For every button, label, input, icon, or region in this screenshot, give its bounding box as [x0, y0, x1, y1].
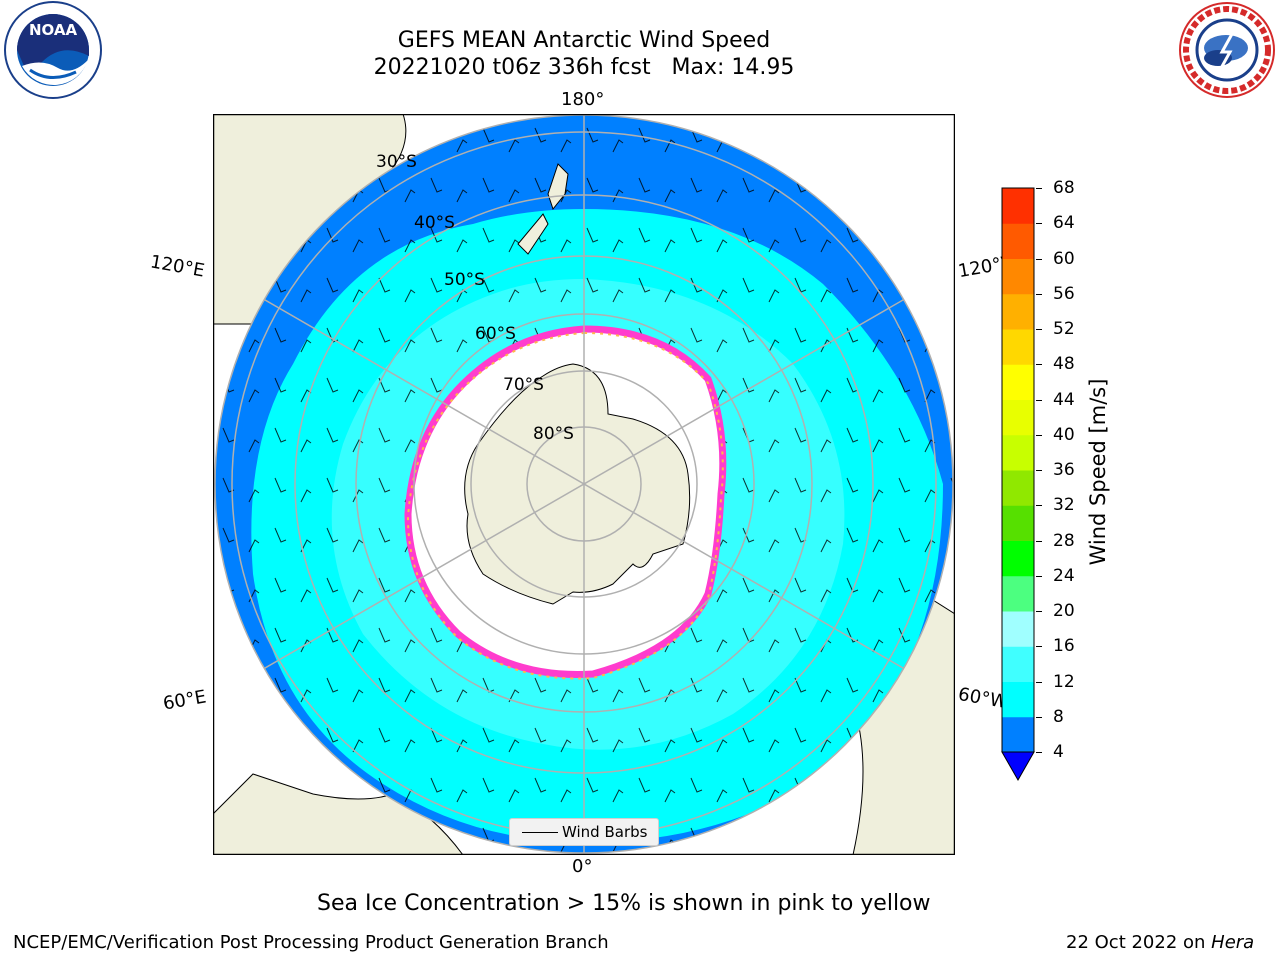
- colorbar-tick-label: 40: [1053, 424, 1075, 445]
- wind-barb-line-icon: [522, 832, 558, 833]
- colorbar-tick-label: 20: [1053, 601, 1075, 621]
- legend-label: Wind Barbs: [562, 823, 648, 841]
- nws-logo-icon: [1179, 2, 1275, 98]
- colorbar-segment: [1002, 434, 1034, 471]
- footer-host: Hera: [1211, 932, 1255, 953]
- lat-label-80s: 80°S: [533, 424, 574, 444]
- colorbar-tick-mark: [1036, 716, 1042, 718]
- lat-label-40s: 40°S: [414, 213, 455, 233]
- antarctic-map: [213, 114, 955, 855]
- colorbar-tick-label: 60: [1053, 248, 1075, 269]
- chart-title: GEFS MEAN Antarctic Wind Speed: [397, 28, 771, 53]
- colorbar-tick-mark: [1036, 293, 1042, 295]
- lon-label-60e: 60°E: [161, 686, 208, 715]
- colorbar-tick-label: 52: [1053, 319, 1075, 339]
- colorbar-tick-mark: [1036, 223, 1042, 225]
- colorbar-segment: [1002, 681, 1034, 718]
- colorbar-tick-label: 28: [1053, 530, 1075, 551]
- colorbar-tick-label: 4: [1053, 742, 1064, 762]
- noaa-logo-text: NOAA: [29, 21, 78, 39]
- colorbar-segment: [1002, 223, 1034, 259]
- lon-label-0: 0°: [572, 856, 593, 877]
- colorbar-tick-mark: [1036, 611, 1042, 612]
- colorbar-tick-mark: [1036, 681, 1042, 683]
- chart-subtitle: 20221020 t06z 336h fcst Max: 14.95: [373, 55, 795, 80]
- colorbar-tick-mark: [1036, 540, 1042, 542]
- sea-ice-caption: Sea Ice Concentration > 15% is shown in …: [317, 891, 931, 916]
- colorbar-tick-label: 64: [1053, 213, 1075, 234]
- colorbar-segment: [1002, 293, 1034, 330]
- colorbar-tick-label: 8: [1053, 706, 1064, 727]
- colorbar-tick-mark: [1036, 434, 1042, 436]
- colorbar-segment: [1002, 505, 1034, 541]
- footer-branch: NCEP/EMC/Verification Post Processing Pr…: [13, 932, 609, 953]
- colorbar-segment: [1002, 258, 1034, 295]
- colorbar-tick-mark: [1036, 364, 1042, 366]
- map-legend: Wind Barbs: [509, 818, 659, 846]
- colorbar-tick-mark: [1036, 505, 1042, 507]
- colorbar-tick-mark: [1036, 752, 1042, 753]
- colorbar-tick-mark: [1036, 188, 1042, 189]
- lon-label-120e: 120°E: [148, 251, 207, 282]
- colorbar-label: Wind Speed [m/s]: [1086, 378, 1110, 566]
- colorbar-tick-label: 68: [1053, 178, 1075, 198]
- colorbar-segment: [1002, 470, 1034, 506]
- colorbar-tick-label: 44: [1053, 389, 1075, 410]
- colorbar-tick-mark: [1036, 470, 1042, 471]
- colorbar-tick-label: 32: [1053, 495, 1075, 516]
- colorbar-tick-mark: [1036, 329, 1042, 330]
- lon-label-180: 180°: [561, 89, 605, 110]
- colorbar-segment: [1002, 611, 1034, 647]
- noaa-logo-icon: NOAA: [4, 1, 102, 99]
- colorbar-segment: [1002, 646, 1034, 682]
- colorbar-tick-label: 48: [1053, 354, 1075, 375]
- colorbar-segment: [1002, 575, 1034, 612]
- colorbar-tick-mark: [1036, 575, 1042, 577]
- colorbar-tick-label: 16: [1053, 636, 1075, 657]
- colorbar-under-triangle: [1001, 751, 1035, 782]
- lat-label-50s: 50°S: [444, 270, 485, 290]
- colorbar: [1001, 187, 1035, 782]
- colorbar-segment: [1002, 329, 1034, 365]
- colorbar-tick-label: 56: [1053, 283, 1075, 304]
- colorbar-segment: [1002, 716, 1034, 753]
- colorbar-tick-label: 24: [1053, 565, 1075, 586]
- colorbar-segment: [1002, 540, 1034, 577]
- colorbar-segment: [1002, 364, 1034, 400]
- colorbar-tick-label: 12: [1053, 671, 1075, 692]
- colorbar-segment: [1002, 399, 1034, 436]
- colorbar-segment: [1002, 188, 1034, 224]
- footer-date-text: 22 Oct 2022 on: [1066, 932, 1206, 953]
- lat-label-60s: 60°S: [475, 324, 516, 344]
- lat-label-70s: 70°S: [503, 375, 544, 395]
- footer-date: 22 Oct 2022 on Hera: [1066, 932, 1254, 953]
- colorbar-tick-label: 36: [1053, 460, 1075, 480]
- colorbar-tick-mark: [1036, 258, 1042, 260]
- lat-label-30s: 30°S: [376, 152, 417, 172]
- colorbar-tick-mark: [1036, 646, 1042, 648]
- colorbar-tick-mark: [1036, 399, 1042, 401]
